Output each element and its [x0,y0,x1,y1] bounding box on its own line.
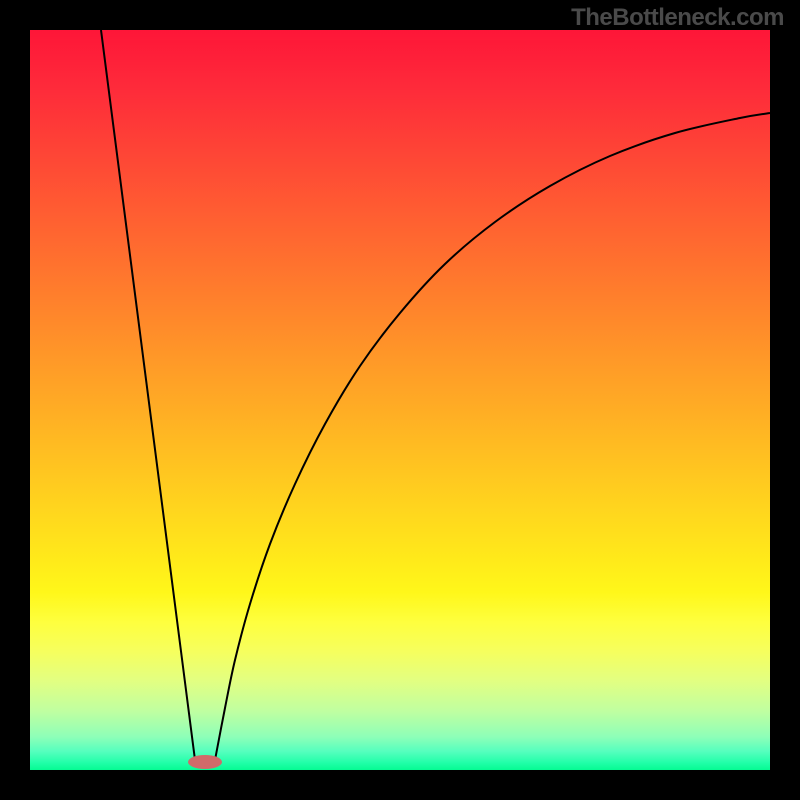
watermark-text: TheBottleneck.com [571,4,784,32]
chart-svg [0,0,800,800]
trough-marker [188,755,222,769]
chart-plot-area [30,30,770,770]
bottleneck-chart: TheBottleneck.com [0,0,800,800]
